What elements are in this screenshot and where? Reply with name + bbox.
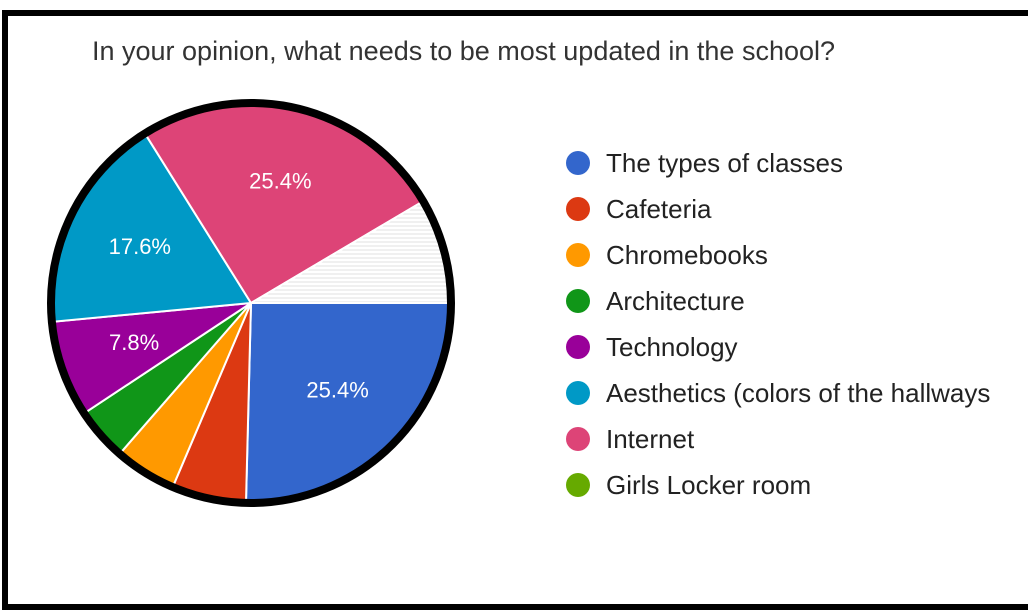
- legend-swatch-icon: [566, 289, 590, 313]
- legend-item-aesthetics-colors-of-the-hallways[interactable]: Aesthetics (colors of the hallways: [566, 370, 990, 416]
- pie-data-label-technology: 7.8%: [109, 330, 159, 355]
- legend-swatch-icon: [566, 473, 590, 497]
- legend-swatch-icon: [566, 335, 590, 359]
- legend-label: The types of classes: [606, 147, 843, 178]
- legend-swatch-icon: [566, 197, 590, 221]
- legend-item-cafeteria[interactable]: Cafeteria: [566, 186, 990, 232]
- legend-label: Architecture: [606, 285, 745, 316]
- legend-item-girls-locker-room[interactable]: Girls Locker room: [566, 462, 990, 508]
- legend-swatch-icon: [566, 427, 590, 451]
- pie-outline: [47, 99, 455, 507]
- legend-label: Internet: [606, 423, 695, 454]
- legend-label: Cafeteria: [606, 193, 712, 224]
- legend-label: Aesthetics (colors of the hallways: [606, 377, 991, 408]
- pie-data-label-aesthetics-colors-of-the-hallways: 17.6%: [109, 234, 171, 259]
- chart-legend: The types of classes Cafeteria Chromebooks…: [566, 140, 990, 508]
- pie-data-labels: 25.4% 7.8% 17.6% 25.4%: [109, 168, 369, 402]
- legend-item-architecture[interactable]: Architecture: [566, 278, 990, 324]
- legend-swatch-icon: [566, 381, 590, 405]
- legend-label: Girls Locker room: [606, 469, 812, 500]
- pie-chart: 25.4% 7.8% 17.6% 25.4%: [47, 99, 455, 507]
- legend-item-chromebooks[interactable]: Chromebooks: [566, 232, 990, 278]
- pie-slices: [50, 102, 453, 504]
- legend-item-the-types-of-classes[interactable]: The types of classes: [566, 140, 990, 186]
- pie-data-label-the-types-of-classes: 25.4%: [306, 378, 368, 403]
- legend-swatch-icon: [566, 151, 590, 175]
- legend-item-internet[interactable]: Internet: [566, 416, 990, 462]
- pie-data-label-internet: 25.4%: [249, 168, 311, 193]
- legend-label: Chromebooks: [606, 239, 768, 270]
- chart-title: In your opinion, what needs to be most u…: [92, 36, 836, 66]
- legend-label: Technology: [606, 331, 738, 362]
- legend-swatch-icon: [566, 243, 590, 267]
- legend-item-technology[interactable]: Technology: [566, 324, 990, 370]
